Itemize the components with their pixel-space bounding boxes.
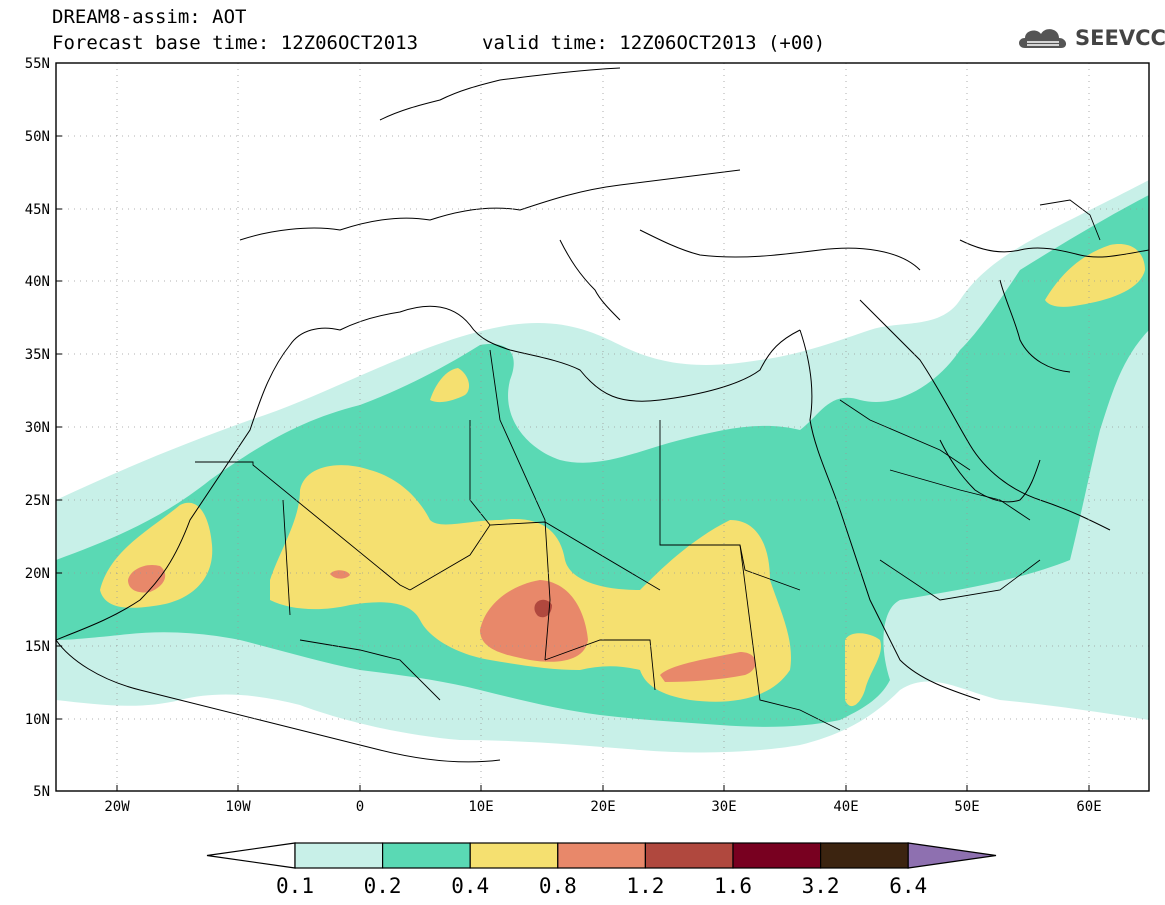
lon-label: 10W	[225, 799, 251, 815]
aot-contours	[56, 180, 1149, 753]
aot-contour-0.4-west	[100, 502, 213, 608]
lat-label: 55N	[25, 56, 50, 72]
coastlines	[56, 67, 1149, 763]
lat-label: 45N	[25, 202, 50, 218]
aot-contour-0.4-caspian	[1045, 244, 1145, 307]
map-title: DREAM8-assim: AOT	[52, 6, 247, 28]
lat-label: 5N	[33, 784, 50, 800]
aot-contour-0.8-central	[480, 580, 588, 662]
lon-label: 30E	[711, 799, 736, 815]
logo-text: SEEVCCC	[1075, 26, 1165, 50]
lon-label: 60E	[1076, 799, 1101, 815]
lat-label: 20N	[25, 566, 50, 582]
latitude-labels: 55N 50N 45N 40N 35N 30N 25N 20N 15N 10N …	[25, 56, 50, 800]
political-borders	[195, 199, 1101, 731]
lat-label: 35N	[25, 347, 50, 363]
aot-contour-1.2	[534, 599, 552, 618]
longitude-labels: 20W 10W 0 10E 20E 30E 40E 50E 60E	[104, 799, 1101, 815]
lon-label: 50E	[954, 799, 979, 815]
lon-label: 20E	[590, 799, 615, 815]
aot-contour-0.8-mali	[330, 570, 350, 579]
seevccc-logo: SEEVCCC	[1015, 20, 1165, 60]
lon-label: 0	[356, 799, 364, 815]
lon-label: 20W	[104, 799, 130, 815]
valid-time: valid time: 12Z06OCT2013 (+00)	[482, 32, 826, 54]
aot-contour-0.8-west	[128, 564, 166, 593]
lat-label: 50N	[25, 129, 50, 145]
cloud-logo-icon	[1019, 29, 1067, 48]
aot-contour-0.4-ethiopia	[845, 633, 882, 707]
grid-lines	[56, 63, 1149, 791]
forecast-base-time: Forecast base time: 12Z06OCT2013	[52, 32, 419, 54]
lat-label: 25N	[25, 493, 50, 509]
axis-ticks	[56, 62, 1090, 791]
lat-label: 10N	[25, 712, 50, 728]
aot-contour-0.4-morocco	[430, 368, 470, 403]
lat-label: 30N	[25, 420, 50, 436]
lon-label: 40E	[833, 799, 858, 815]
lat-label: 15N	[25, 639, 50, 655]
lon-label: 10E	[468, 799, 493, 815]
lat-label: 40N	[25, 274, 50, 290]
aot-contour-0.8-sudan	[660, 652, 756, 682]
